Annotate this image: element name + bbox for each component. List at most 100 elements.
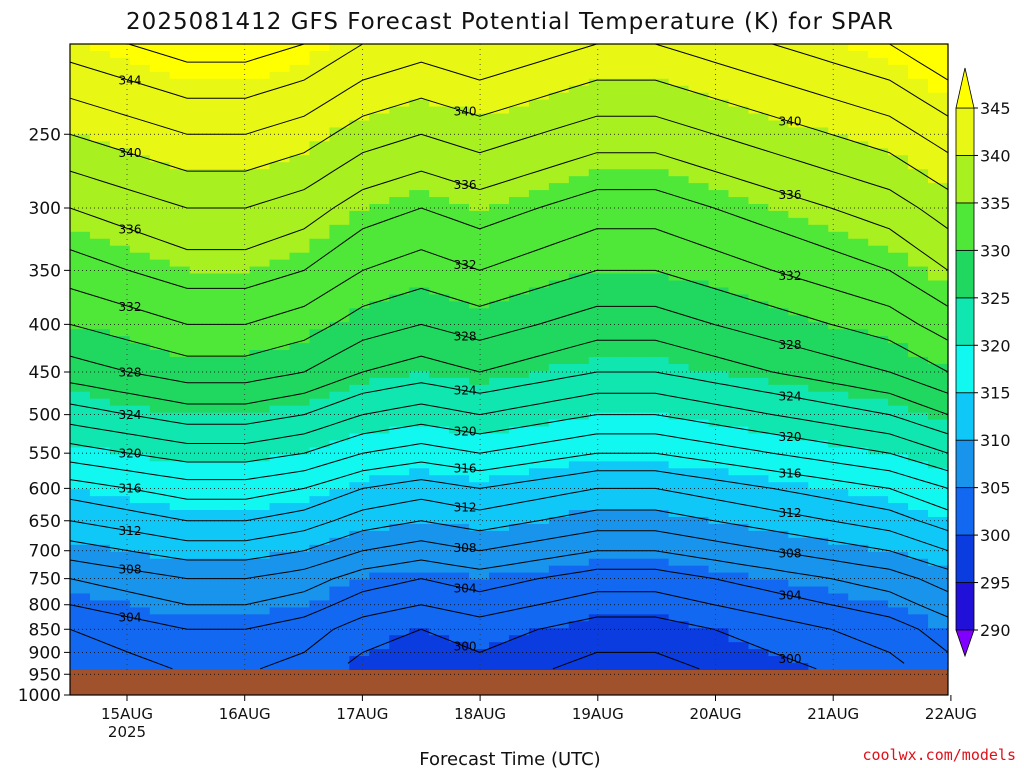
contour-fill-cell [928,656,949,664]
contour-fill-cell [229,503,251,511]
contour-fill-cell [269,85,291,94]
contour-fill-cell [668,176,690,184]
contour-fill-cell [349,315,370,323]
contour-fill-cell [249,99,271,108]
contour-fill-cell [668,50,690,59]
contour-fill-cell [608,245,630,254]
contour-fill-cell [89,280,111,289]
contour-fill-cell [768,92,789,101]
contour-fill-cell [509,433,530,442]
contour-fill-cell [648,50,670,59]
contour-fill-cell [728,176,750,184]
contour-fill-cell [708,377,730,386]
contour-fill-cell [928,301,949,309]
contour-fill-cell [568,649,590,657]
contour-fill-cell [568,280,590,289]
contour-fill-cell [788,503,809,511]
contour-fill-cell [548,614,570,622]
contour-fill-cell [349,412,370,421]
contour-fill-cell [588,141,610,149]
x-tick-label: 20AUG [690,705,742,723]
contour-fill-cell [608,405,630,414]
contour-fill-cell [728,405,750,414]
contour-fill-cell [189,496,211,504]
contour-fill-cell [708,600,730,608]
contour-fill-cell [868,210,889,219]
contour-fill-cell [568,607,590,615]
contour-fill-cell [89,398,111,407]
contour-fill-cell [289,350,311,358]
contour-fill-cell [668,197,690,205]
contour-fill-cell [648,57,670,66]
contour-fill-cell [469,516,490,525]
contour-fill-cell [688,489,710,497]
contour-fill-cell [209,252,231,261]
surface-ground [70,670,948,695]
contour-fill-cell [309,370,330,379]
contour-fill-cell [888,607,909,615]
contour-fill-cell [748,433,769,442]
contour-fill-cell [768,419,789,428]
contour-fill-cell [229,287,251,295]
contour-fill-cell [229,391,251,400]
contour-fill-cell [908,71,929,80]
contour-fill-cell [528,210,550,219]
contour-fill-cell [868,398,889,407]
contour-label: 312 [119,524,142,538]
contour-fill-cell [149,183,171,191]
contour-fill-cell [429,78,450,87]
contour-fill-cell [189,266,211,275]
contour-fill-cell [668,294,690,302]
contour-fill-cell [149,565,171,574]
contour-fill-cell [249,273,271,282]
contour-fill-cell [728,419,750,428]
contour-fill-cell [349,475,370,483]
contour-fill-cell [928,176,949,184]
contour-fill-cell [369,85,390,94]
contour-fill-cell [808,329,829,337]
contour-fill-cell [668,169,690,177]
contour-fill-cell [848,510,869,518]
contour-fill-cell [828,440,849,449]
contour-fill-cell [688,294,710,302]
contour-fill-cell [229,510,251,518]
contour-fill-cell [868,57,889,66]
contour-fill-cell [389,315,410,323]
contour-fill-cell [409,203,430,212]
contour-fill-cell [828,510,849,518]
contour-fill-cell [928,294,949,302]
contour-fill-cell [429,363,450,372]
contour-fill-cell [928,642,949,650]
contour-fill-cell [149,530,171,539]
contour-fill-cell [309,134,330,142]
contour-fill-cell [189,635,211,643]
contour-line [69,371,949,435]
contour-fill-cell [70,398,91,407]
contour-fill-cell [548,217,570,226]
contour-fill-cell [728,50,750,59]
contour-fill-cell [369,663,390,671]
contour-fill-cell [868,600,889,608]
contour-fill-cell [868,336,889,344]
contour-fill-cell [688,78,710,87]
contour-fill-cell [688,329,710,337]
contour-fill-cell [89,412,111,421]
contour-fill-cell [309,106,330,115]
contour-fill-cell [269,141,291,149]
contour-fill-cell [329,579,350,588]
contour-fill-cell [748,85,769,94]
contour-fill-cell [748,405,769,414]
contour-fill-cell [109,266,131,275]
contour-fill-cell [289,134,311,142]
contour-fill-cell [768,245,789,254]
contour-fill-cell [489,210,510,219]
contour-fill-cell [908,565,929,574]
contour-fill-cell [608,329,630,337]
contour-fill-cell [149,245,171,254]
contour-fill-cell [868,106,889,115]
contour-fill-cell [89,217,111,226]
contour-fill-cell [768,607,789,615]
contour-fill-cell [888,280,909,289]
contour-fill-cell [928,245,949,254]
